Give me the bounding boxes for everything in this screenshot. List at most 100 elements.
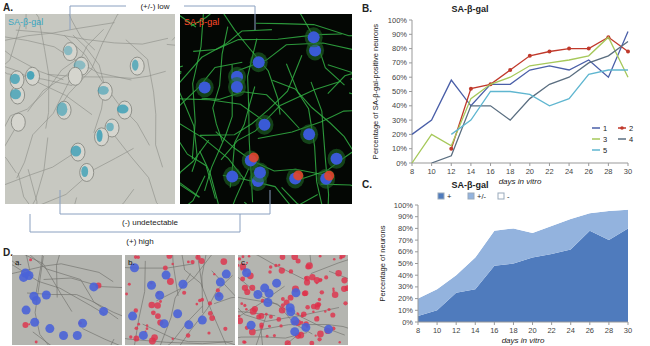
stain	[149, 302, 155, 308]
stain	[146, 327, 149, 330]
cell-body	[26, 67, 40, 85]
neurite	[244, 202, 320, 204]
stain	[57, 102, 68, 116]
y-tick-label: 50%	[398, 259, 413, 268]
y-tick	[409, 20, 412, 21]
stain	[151, 310, 156, 315]
x-tick-label: 20	[528, 326, 536, 335]
stain	[159, 300, 162, 303]
nucleus	[265, 289, 274, 298]
plot-areas	[418, 205, 628, 322]
neurite	[16, 30, 168, 44]
nucleus	[128, 312, 137, 321]
neurite	[238, 265, 345, 336]
y-tick	[409, 105, 412, 106]
stain	[149, 337, 156, 344]
legend-swatch	[438, 193, 444, 199]
x-tick	[549, 163, 550, 166]
stain	[279, 324, 282, 327]
y-tick-label: 40%	[398, 271, 413, 280]
series-marker	[508, 68, 512, 72]
micrograph-fluorescence	[180, 14, 352, 204]
y-tick-label: 10%	[392, 144, 407, 153]
cell-body	[286, 168, 304, 188]
x-tick	[490, 163, 491, 166]
image-label: SA-β-gal	[8, 17, 43, 27]
neurite	[180, 176, 205, 204]
stain	[332, 292, 339, 299]
stain	[274, 264, 277, 267]
figure: SA-β-galSA-β-galA.(+/-) low(-) undetecta…	[0, 0, 650, 346]
stain	[208, 311, 213, 316]
y-tick	[415, 251, 418, 252]
y-tick-label: 80%	[398, 224, 413, 233]
y-tick	[409, 91, 412, 92]
nucleus	[59, 331, 68, 340]
plot-lines	[412, 31, 630, 163]
neurite	[13, 189, 134, 204]
bracket	[70, 6, 71, 30]
stain	[133, 336, 139, 342]
cell-body	[95, 128, 109, 146]
stain	[266, 335, 269, 338]
nucleus	[331, 153, 343, 165]
neurite	[5, 138, 48, 205]
neurite	[180, 121, 200, 197]
y-tick	[415, 263, 418, 264]
x-tick	[628, 322, 629, 325]
nucleus	[324, 325, 333, 334]
stain	[190, 260, 194, 264]
stain	[306, 262, 313, 269]
series-marker	[449, 147, 453, 151]
neurite	[44, 274, 122, 288]
cell-body	[300, 124, 318, 144]
x-tick-label: 8	[410, 167, 414, 176]
neurite	[180, 100, 215, 199]
stain	[132, 60, 139, 71]
y-tick-label: 30%	[392, 116, 407, 125]
nucleus	[254, 166, 266, 178]
neurite	[27, 293, 122, 324]
y-tick-label: 40%	[392, 101, 407, 110]
x-tick	[608, 322, 609, 325]
image-background	[12, 255, 122, 345]
x-tick	[437, 322, 438, 325]
stain	[327, 308, 330, 311]
y-tick	[409, 62, 412, 63]
y-tick-label: 50%	[392, 87, 407, 96]
x-tick-label: 12	[452, 326, 460, 335]
neurite	[180, 74, 199, 197]
neurite	[212, 271, 235, 345]
nucleus	[198, 316, 207, 325]
nucleus	[155, 291, 164, 300]
stain	[304, 279, 310, 285]
stain	[250, 308, 257, 315]
neurite	[256, 23, 352, 43]
x-tick	[570, 322, 571, 325]
x-axis-label: days in vitro	[499, 177, 542, 186]
stain	[242, 340, 246, 344]
stain	[259, 313, 265, 319]
nucleus	[184, 320, 193, 329]
x-tick	[529, 163, 530, 166]
stain	[276, 317, 281, 322]
x-tick	[431, 163, 432, 166]
stain	[269, 315, 273, 319]
nucleus	[226, 171, 238, 183]
x-axis	[412, 163, 628, 164]
stain	[200, 298, 204, 302]
x-tick-label: 28	[605, 326, 613, 335]
nucleus	[178, 280, 187, 289]
annotation: (-) undetectable	[122, 218, 179, 227]
stain	[248, 255, 251, 258]
stain	[259, 323, 264, 328]
stain	[106, 123, 114, 131]
micrograph-sa-bgal	[5, 14, 175, 204]
stain	[278, 264, 280, 266]
legend-swatch	[592, 127, 600, 129]
neurite	[282, 187, 352, 204]
stain	[345, 285, 348, 291]
x-tick	[628, 163, 629, 166]
neurite	[180, 35, 181, 72]
neurite	[213, 27, 228, 142]
